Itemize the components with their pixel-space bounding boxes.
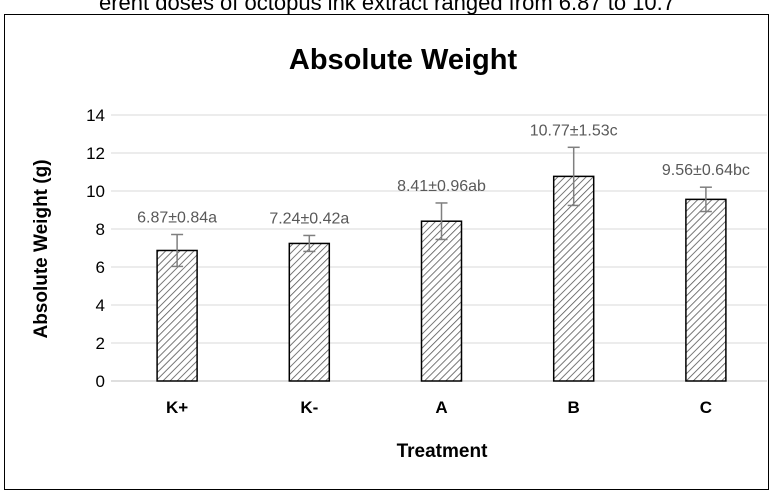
y-tick-labels: 0 2 4 6 8 10 12 14 xyxy=(86,106,105,391)
y-tick-label: 14 xyxy=(86,106,105,125)
data-label: 7.24±0.42a xyxy=(269,210,349,227)
bar-chart: Absolute Weight Absolute Weight (g) Trea… xyxy=(31,44,772,462)
x-axis-label: Treatment xyxy=(397,441,488,462)
y-tick-label: 0 xyxy=(96,372,105,391)
error-bars xyxy=(171,146,712,268)
y-tick-label: 10 xyxy=(86,182,105,201)
x-tick-label: K+ xyxy=(166,398,188,417)
bar xyxy=(685,198,727,382)
data-label: 10.77±1.53c xyxy=(530,122,618,139)
bars xyxy=(156,175,727,382)
y-tick-label: 12 xyxy=(86,144,105,163)
chart-frame: Absolute Weight Absolute Weight (g) Trea… xyxy=(4,14,772,490)
y-tick-label: 4 xyxy=(96,296,105,315)
x-tick-label: C xyxy=(700,398,712,417)
data-labels: 6.87±0.84a 7.24±0.42a 8.41±0.96ab 10.77±1.5… xyxy=(137,122,750,227)
bar xyxy=(420,220,463,382)
bar xyxy=(288,242,331,382)
y-tick-label: 6 xyxy=(96,258,105,277)
y-tick-label: 2 xyxy=(96,334,105,353)
bar xyxy=(552,175,595,382)
data-label: 6.87±0.84a xyxy=(137,210,217,227)
x-tick-label: B xyxy=(568,398,580,417)
y-axis-label: Absolute Weight (g) xyxy=(31,159,52,338)
x-tick-label: A xyxy=(435,398,447,417)
y-tick-label: 8 xyxy=(96,220,105,239)
data-label: 8.41±0.96ab xyxy=(397,178,486,195)
x-tick-labels: K+ K- A B C xyxy=(166,398,712,417)
bar xyxy=(156,249,198,382)
chart-title: Absolute Weight xyxy=(289,44,518,76)
truncated-caption-text: erent doses of octopus ink extract range… xyxy=(98,0,675,15)
data-label: 9.56±0.64bc xyxy=(662,162,750,179)
x-tick-label: K- xyxy=(300,398,318,417)
